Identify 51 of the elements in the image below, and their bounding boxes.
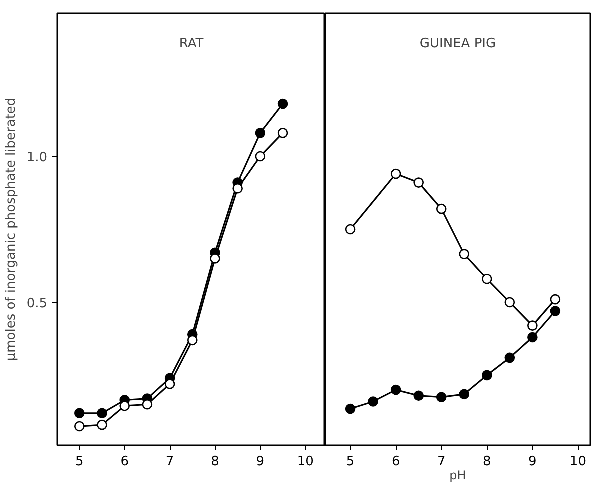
x-axis-title: pH	[450, 468, 466, 482]
point	[278, 128, 288, 138]
point	[74, 421, 85, 432]
x-tick-label: 6	[120, 454, 129, 470]
y-axis-title: μmoles of inorganic phosphate liberated	[4, 98, 19, 362]
point	[504, 352, 516, 364]
x-tick-label: 9	[528, 454, 537, 470]
point	[390, 168, 402, 180]
point	[459, 249, 470, 260]
point	[414, 390, 424, 402]
point	[164, 379, 176, 390]
x-tick-label: 7	[437, 454, 446, 470]
point	[459, 389, 470, 400]
point	[345, 224, 356, 235]
x-tick-label: 6	[392, 454, 400, 470]
point	[550, 294, 561, 305]
y-tick-label: 1.0	[26, 150, 48, 166]
point	[345, 404, 356, 414]
x-tick-label: 10	[297, 454, 314, 470]
point	[97, 420, 108, 430]
point	[97, 408, 108, 419]
point	[436, 392, 447, 402]
point	[528, 320, 538, 331]
text: RAT	[179, 36, 204, 52]
point	[482, 370, 492, 381]
point	[390, 384, 402, 396]
point	[210, 254, 220, 264]
point	[74, 408, 85, 419]
x-tick-label: 5	[76, 454, 84, 470]
point	[278, 98, 288, 110]
point	[368, 396, 378, 407]
point	[142, 399, 153, 410]
point	[120, 400, 130, 412]
point	[528, 332, 538, 343]
y-tick-label: 0.5	[26, 296, 48, 312]
point	[482, 274, 492, 284]
point	[414, 178, 424, 188]
point	[255, 151, 266, 162]
x-tick-label: 10	[570, 454, 586, 470]
point	[504, 297, 516, 308]
x-tick-label: 8	[483, 454, 492, 470]
x-tick-label: 7	[166, 454, 174, 470]
point	[550, 306, 561, 316]
point	[436, 204, 447, 214]
x-tick-label: 8	[211, 454, 220, 470]
point	[232, 183, 243, 194]
point	[187, 335, 198, 346]
text: GUINEA PIG	[420, 36, 496, 52]
point	[255, 128, 266, 138]
x-tick-label: 5	[346, 454, 355, 470]
x-tick-label: 9	[256, 454, 265, 470]
